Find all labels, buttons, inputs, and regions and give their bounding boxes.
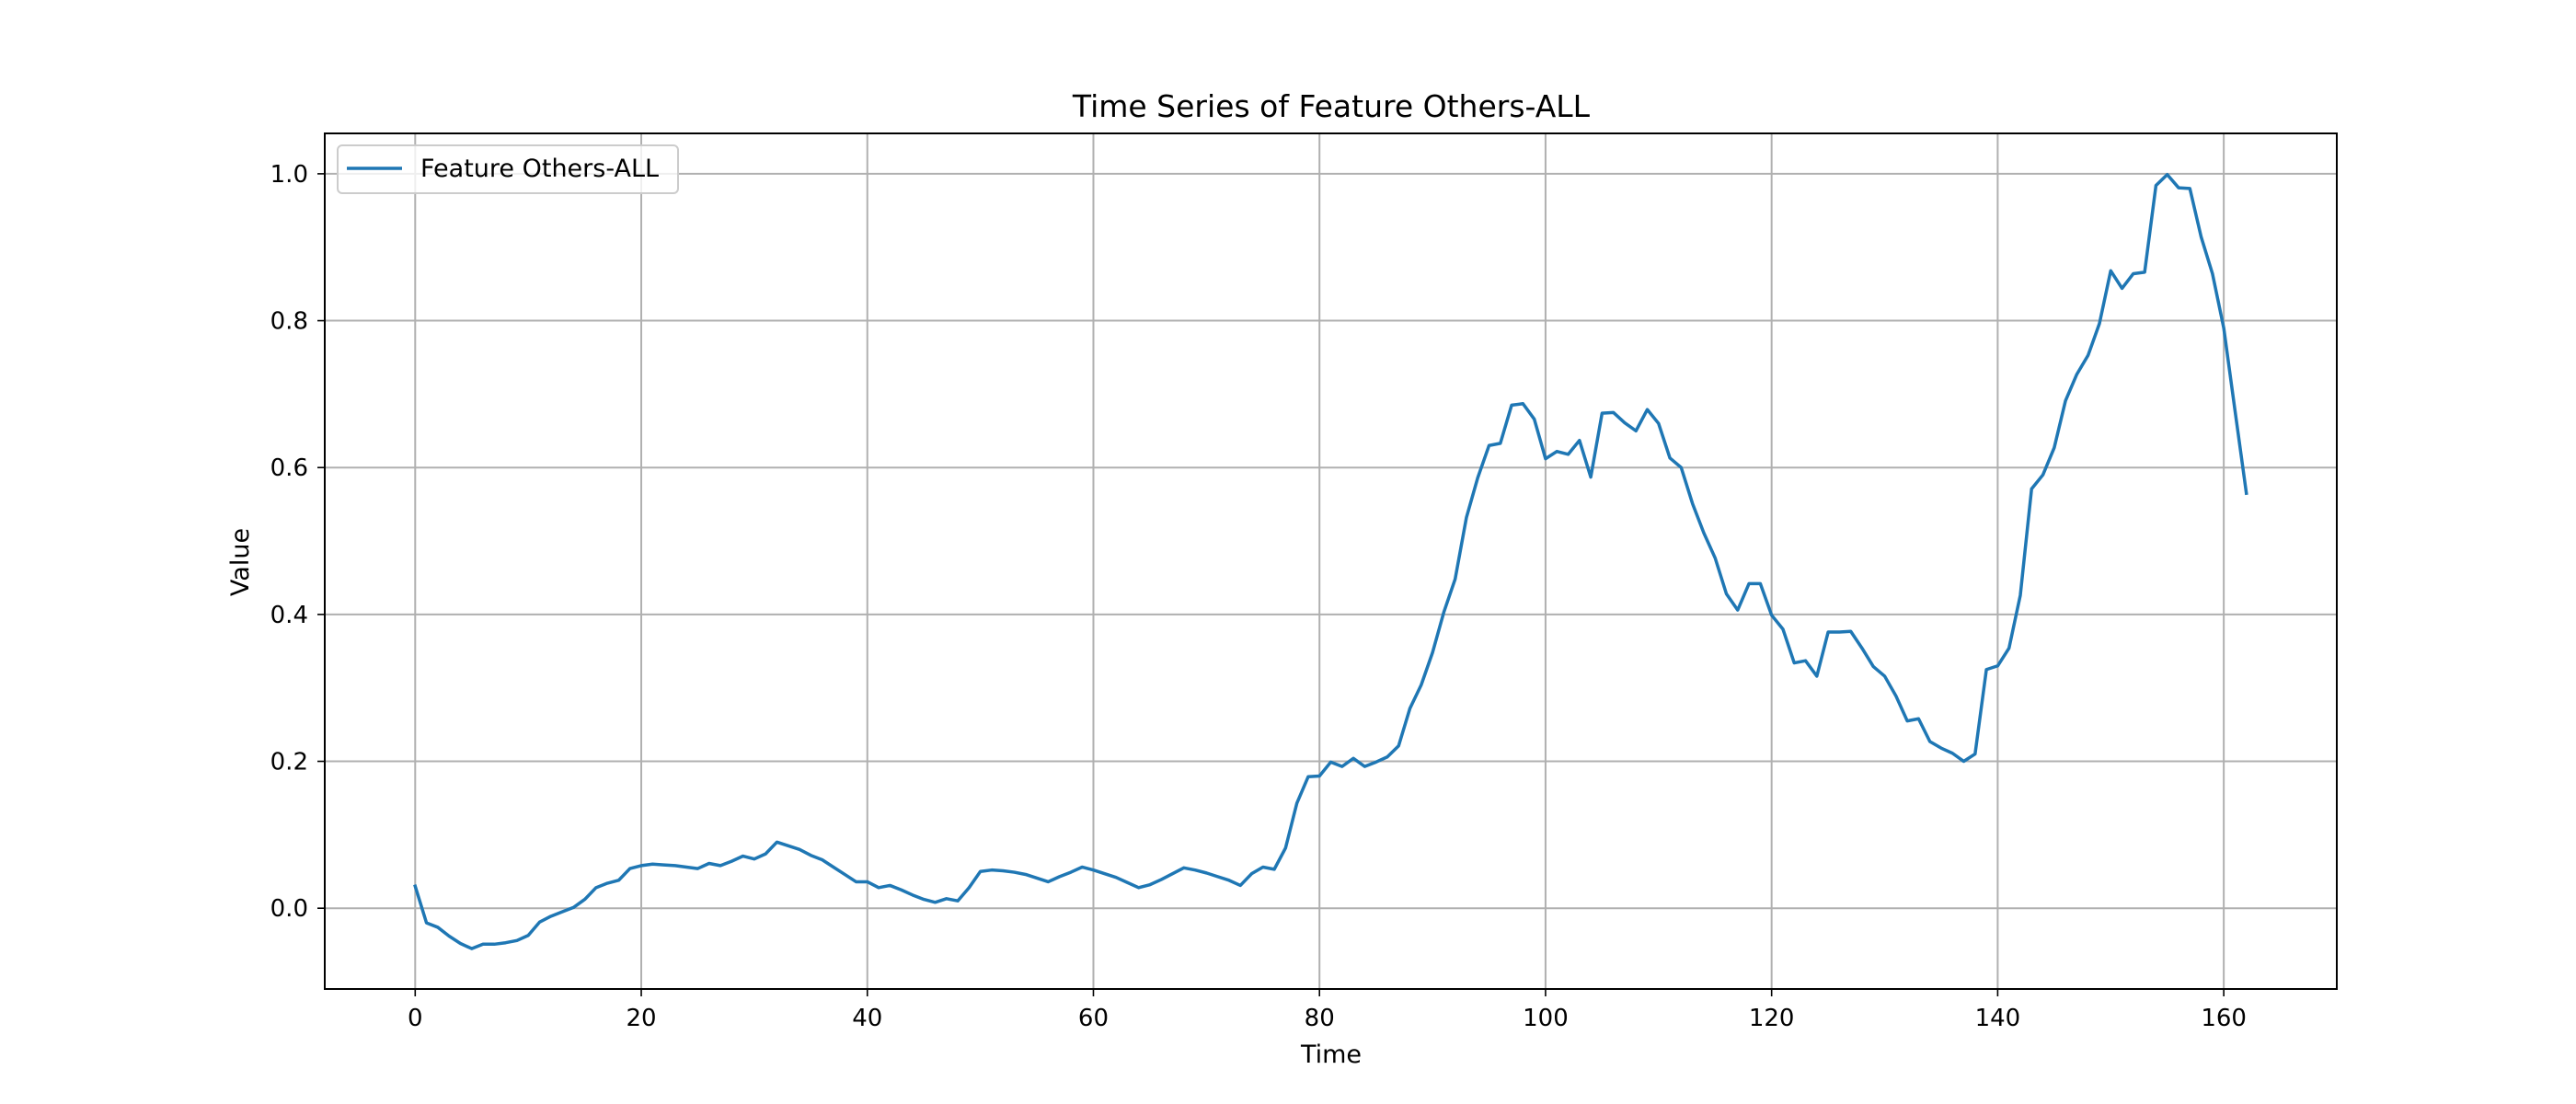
- x-tick-label: 0: [408, 1005, 423, 1032]
- x-tick-label: 100: [1523, 1005, 1569, 1032]
- legend: Feature Others-ALL: [337, 144, 679, 194]
- x-axis: 0 20 40 60 80 100 120 140 160: [408, 989, 2247, 1032]
- y-tick-label: 0.2: [270, 749, 308, 776]
- legend-label: Feature Others-ALL: [420, 155, 659, 183]
- y-axis: 0.0 0.2 0.4 0.6 0.8 1.0: [270, 161, 325, 923]
- x-tick-label: 160: [2201, 1005, 2247, 1032]
- x-tick-label: 80: [1305, 1005, 1335, 1032]
- x-tick-label: 60: [1078, 1005, 1109, 1032]
- x-tick-label: 140: [1975, 1005, 2021, 1032]
- plot-area: [324, 132, 2338, 990]
- plot-frame: [324, 132, 2338, 990]
- x-tick-label: 40: [852, 1005, 882, 1032]
- y-tick-label: 1.0: [270, 161, 308, 189]
- y-axis-label: Value: [226, 528, 255, 596]
- y-tick-label: 0.0: [270, 895, 308, 923]
- series-line: [413, 172, 2248, 950]
- x-tick-label: 20: [626, 1005, 656, 1032]
- chart-title: Time Series of Feature Others-ALL: [1072, 88, 1591, 124]
- x-tick-label: 120: [1749, 1005, 1795, 1032]
- series-layer: [413, 172, 2248, 950]
- x-axis-label: Time: [1300, 1041, 1362, 1069]
- y-tick-label: 0.8: [270, 308, 308, 336]
- y-tick-label: 0.4: [270, 602, 308, 629]
- y-tick-label: 0.6: [270, 454, 308, 482]
- legend-box: [337, 144, 679, 194]
